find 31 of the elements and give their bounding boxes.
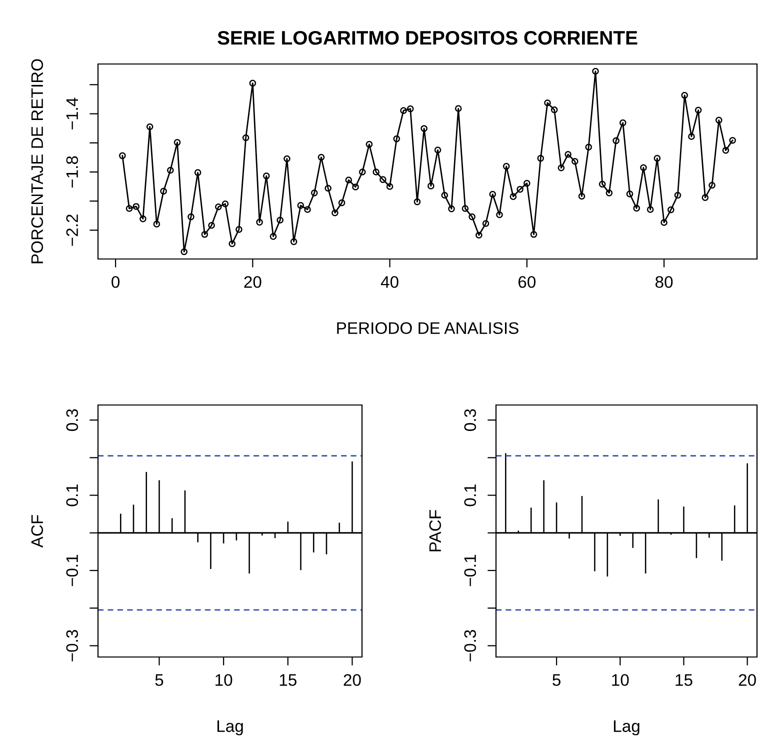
x-tick-label: 40 [380, 276, 398, 288]
x-tick-label: 15 [676, 674, 692, 686]
y-tick-label: 0.1 [66, 484, 78, 506]
y-tick-label: −0.1 [66, 554, 78, 586]
y-tick-label: −1.4 [66, 98, 78, 130]
x-axis-title: PERIODO DE ANALISIS [337, 322, 518, 334]
x-tick-label: 20 [344, 674, 361, 686]
x-tick-label: 60 [518, 276, 536, 288]
x-tick-label: 5 [155, 674, 164, 686]
x-tick-label: 0 [112, 276, 120, 288]
y-tick-label: −0.3 [464, 630, 476, 662]
x-tick-label: 15 [280, 674, 296, 686]
x-tick-label: 20 [738, 674, 756, 686]
x-tick-label: 80 [655, 276, 673, 288]
y-tick-label: −2.2 [66, 214, 78, 246]
x-tick-label: 10 [612, 674, 629, 686]
x-tick-label: 20 [244, 276, 262, 288]
y-tick-label: 0.3 [464, 409, 476, 431]
chart-title: SERIE LOGARITMO DEPOSITOS CORRIENTE [218, 30, 638, 45]
y-axis-title: PORCENTAJE DE RETIRO [31, 59, 44, 264]
y-tick-label: −0.1 [464, 554, 476, 586]
y-axis-title: ACF [31, 515, 44, 548]
x-axis-title: Lag [217, 720, 243, 736]
y-tick-label: −1.8 [66, 156, 78, 188]
x-tick-label: 10 [216, 674, 232, 686]
y-tick-label: 0.1 [464, 484, 476, 506]
y-axis-title: PACF [429, 510, 442, 552]
x-tick-label: 5 [552, 674, 560, 686]
y-tick-label: −0.3 [66, 630, 78, 662]
x-axis-title: Lag [614, 720, 640, 736]
y-tick-label: 0.3 [66, 409, 78, 431]
